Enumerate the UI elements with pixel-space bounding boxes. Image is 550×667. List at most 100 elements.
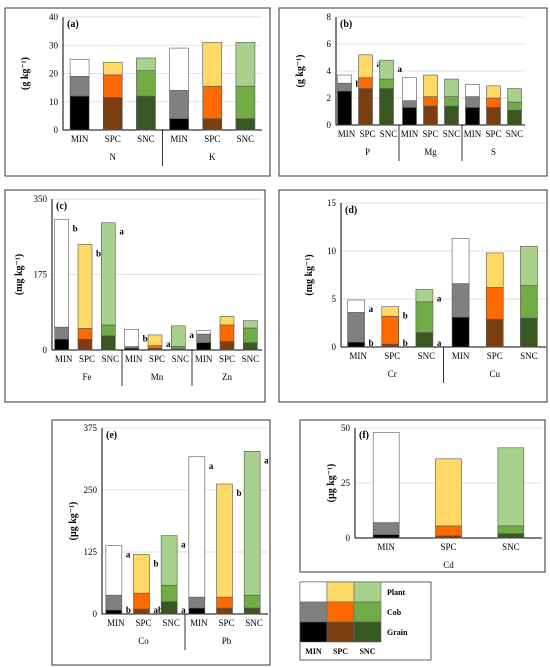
y-tick-label: 50: [341, 423, 351, 433]
x-tick-label: SPC: [485, 129, 501, 139]
group-label: Cr: [388, 369, 397, 379]
legend-column-label: MIN: [305, 647, 322, 656]
y-tick-label: 20: [49, 69, 59, 79]
panel-frame: [278, 7, 548, 177]
significance-label: a: [398, 64, 403, 74]
bar-snc-grain: [243, 607, 261, 615]
group-label: Pb: [222, 636, 232, 646]
bar-snc-plant: [101, 222, 116, 326]
group-label: Cd: [443, 560, 454, 570]
significance-label: a: [181, 540, 186, 550]
x-tick-label: MIN: [464, 129, 482, 139]
significance-label: a: [181, 605, 186, 615]
bar-snc-plant: [444, 78, 459, 97]
x-tick-label: MIN: [349, 351, 367, 361]
bar-min-cob: [337, 82, 352, 92]
bar-spc-plant: [133, 554, 150, 594]
bar-spc-cob: [102, 74, 123, 98]
bar-spc-plant: [486, 85, 501, 99]
bar-spc-grain: [358, 88, 373, 126]
bar-min-plant: [188, 456, 206, 598]
panel-frame: [278, 189, 548, 403]
x-tick-label: MIN: [195, 354, 213, 364]
significance-label: a: [264, 455, 269, 465]
bar-snc-grain: [243, 342, 258, 351]
significance-label: b: [369, 338, 374, 348]
bar-spc-plant: [435, 458, 462, 527]
bar-snc-plant: [379, 59, 394, 80]
bar-snc-plant: [136, 57, 156, 71]
bar-snc-grain: [497, 533, 525, 539]
bar-min-grain: [54, 338, 69, 351]
bar-snc-cob: [136, 70, 156, 97]
bar-min-grain: [169, 118, 189, 131]
group-label: K: [209, 152, 216, 162]
bar-min-grain: [451, 316, 470, 348]
group-label: N: [110, 152, 117, 162]
significance-label: ab: [154, 605, 164, 615]
y-tick-label: 0: [327, 120, 332, 130]
bar-snc-cob: [160, 584, 178, 602]
x-tick-label: SNC: [242, 354, 260, 364]
bar-snc-cob: [235, 85, 256, 120]
bar-spc-cob: [423, 96, 438, 107]
x-tick-label: SPC: [135, 618, 151, 628]
bar-snc-plant: [171, 325, 186, 347]
panel-label: (f): [359, 430, 369, 441]
bar-snc-cob: [101, 324, 116, 337]
y-tick-label: 0: [43, 345, 48, 355]
bar-spc-cob: [486, 97, 501, 108]
significance-label: a: [126, 550, 131, 560]
legend-swatch-min-plant: [299, 581, 328, 603]
x-tick-label: SPC: [440, 542, 456, 552]
legend-swatch-snc-cob: [353, 601, 382, 623]
x-tick-label: MIN: [71, 134, 89, 144]
bar-spc-grain: [219, 341, 235, 351]
group-label: Co: [138, 636, 149, 646]
y-tick-label: 375: [84, 423, 98, 433]
y-tick-label: 4: [327, 66, 332, 76]
bar-spc-cob: [358, 77, 373, 89]
significance-label: a: [189, 330, 194, 340]
bar-snc-cob: [243, 327, 258, 343]
bar-spc-cob: [216, 596, 233, 609]
bar-snc-cob: [497, 525, 525, 534]
bar-spc-grain: [216, 607, 233, 615]
y-tick-label: 350: [34, 194, 48, 204]
bar-snc-cob: [379, 78, 394, 89]
bar-snc-plant: [497, 447, 525, 527]
bar-min-cob: [188, 596, 206, 609]
bar-min-cob: [347, 312, 365, 343]
bar-min-grain: [347, 341, 365, 348]
bar-snc-grain: [444, 105, 459, 126]
bar-min-cob: [465, 96, 480, 108]
panel-label: (e): [106, 430, 117, 441]
x-tick-label: SNC: [443, 129, 461, 139]
legend-swatch-spc-plant: [326, 581, 355, 603]
y-axis-label: (µg kg⁻¹): [68, 502, 79, 541]
x-tick-label: SNC: [506, 129, 524, 139]
bar-min-grain: [372, 534, 400, 539]
significance-label: a: [369, 304, 374, 314]
significance-label: a: [166, 339, 171, 349]
significance-label: b: [126, 605, 131, 615]
y-tick-label: 25: [341, 478, 351, 488]
x-tick-label: SNC: [245, 618, 263, 628]
bar-spc-plant: [202, 42, 223, 87]
legend-swatch-min-grain: [299, 621, 328, 643]
y-tick-label: 10: [49, 97, 59, 107]
panel-label: (a): [67, 19, 79, 30]
legend-column-label: SPC: [333, 647, 348, 656]
x-tick-label: MIN: [125, 354, 143, 364]
bar-min-grain: [69, 95, 90, 131]
y-tick-label: 8: [327, 12, 332, 22]
bar-snc-plant: [520, 245, 538, 286]
significance-label: a: [119, 227, 124, 237]
x-tick-label: MIN: [170, 134, 188, 144]
significance-label: b: [403, 338, 408, 348]
x-tick-label: SPC: [384, 351, 400, 361]
group-label: P: [365, 147, 370, 157]
y-tick-label: 15: [327, 198, 337, 208]
x-tick-label: SNC: [380, 129, 398, 139]
